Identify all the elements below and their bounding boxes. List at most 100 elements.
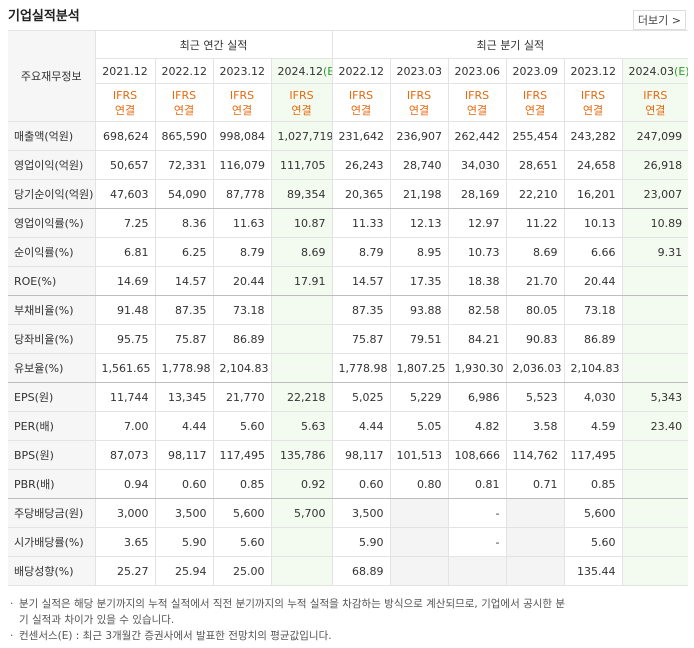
value-cell: 117,495 [212,440,272,470]
basis: 연결 [291,103,312,117]
standard-header: IFRS 연결 [505,83,565,122]
basis: 연결 [582,103,604,117]
data-row: 주당배당금(원) 3,000 3,500 5,600 5,700 3,500-5,600 [8,498,689,528]
period-header: 2023.09 [505,58,565,84]
data-row: 부채비율(%) 91.48 87.35 73.18 87.35 93.88 82.58 80.… [8,295,689,325]
standard-header: IFRS 연결 [154,83,214,122]
basis: 연결 [231,103,253,117]
data-row: 유보율(%) 1,561.65 1,778.98 2,104.83 1,778.98 1,… [8,353,689,383]
period: 2022.12 [161,64,208,78]
standard: IFRS [464,88,490,102]
period-header: 2023.06 [447,58,507,84]
value-cell: 1,807.25 [389,353,449,383]
value-cell: 8.36 [154,208,214,238]
value-cell: 3,000 [94,498,156,528]
value-cell: 20,365 [331,179,391,209]
value-cell: 698,624 [94,121,156,151]
standard-header: IFRS 연결 [621,83,689,122]
value-cell: 7.25 [94,208,156,238]
value-cell: 7.00 [94,411,156,441]
value-cell: 231,642 [331,121,391,151]
value-cell: 4.44 [331,411,391,441]
value-cell: 22,218 [270,382,333,412]
value-cell: 6.25 [154,237,214,267]
value-cell: 11.63 [212,208,272,238]
value-cell: 5.60 [563,527,623,557]
data-row: BPS(원) 87,073 98,117 117,495 135,786 98,117 10… [8,440,689,470]
value-cell: 865,590 [154,121,214,151]
value-cell: 135,786 [270,440,333,470]
basis: 연결 [466,103,488,117]
value-cell [389,556,449,586]
header-row: 주요재무정보 최근 연간 실적 최근 분기 실적 [8,30,689,122]
note: · 분기 실적은 해당 분기까지의 누적 실적에서 직전 분기까지의 누적 실적을… [10,596,570,628]
period: 2023.09 [512,64,559,78]
value-cell: 6,986 [447,382,507,412]
data-row: EPS(원) 11,744 13,345 21,770 22,218 5,025 5,229… [8,382,689,412]
value-cell: 87,778 [212,179,272,209]
row-label: 영업이익(억원) [8,150,96,180]
standard: IFRS [229,88,255,102]
value-cell [270,353,333,383]
data-row: ROE(%) 14.69 14.57 20.44 17.91 14.57 17.35 18.3… [8,266,689,296]
value-cell: 47,603 [94,179,156,209]
value-cell: 1,778.98 [154,353,214,383]
period: 2023.12 [570,64,617,78]
value-cell: 98,117 [154,440,214,470]
estimate-mark: (E) [674,64,689,78]
value-cell: 1,561.65 [94,353,156,383]
more-button[interactable]: 더보기 > [632,10,686,30]
value-cell: 2,036.03 [505,353,565,383]
value-cell: 12.97 [447,208,507,238]
value-cell: 95.75 [94,324,156,354]
section-title: 기업실적분석 [8,9,80,24]
value-cell: 14.69 [94,266,156,296]
value-cell: 8.95 [389,237,449,267]
value-cell: 91.48 [94,295,156,325]
standard-header: IFRS 연결 [389,83,449,122]
value-cell: 255,454 [505,121,565,151]
row-label: PBR(배) [8,469,96,499]
value-cell: 72,331 [154,150,214,180]
standard: IFRS [289,88,314,102]
period: 2022.12 [338,64,385,78]
value-cell: 79.51 [389,324,449,354]
value-cell: 0.85 [212,469,272,499]
bullet: · [10,598,14,610]
data-row: 당기순이익(억원) 47,603 54,090 87,778 89,354 20,365 2… [8,179,689,209]
value-cell [621,527,689,557]
period: 2023.06 [454,64,501,78]
value-cell: 0.80 [389,469,449,499]
value-cell [505,498,565,528]
value-cell: 82.58 [447,295,507,325]
standard: IFRS [112,88,138,102]
value-cell: 68.89 [331,556,391,586]
data-row: PBR(배) 0.94 0.60 0.85 0.92 0.60 0.80 0.81 0.71 0.… [8,469,689,499]
value-cell: 18.38 [447,266,507,296]
standard: IFRS [406,88,432,102]
value-cell: 3.65 [94,527,156,557]
basis: 연결 [408,103,430,117]
value-cell: 34,030 [447,150,507,180]
value-cell [389,498,449,528]
header-row: 2021.122022.122023.122024.12(E)2022.1220… [8,58,689,84]
notes: · 분기 실적은 해당 분기까지의 누적 실적에서 직전 분기까지의 누적 실적을… [10,596,570,644]
more-label: 더보기 [637,14,669,27]
row-label: 부채비율(%) [8,295,96,325]
data-row: 매출액(억원) 698,624 865,590 998,084 1,027,719 231… [8,121,689,151]
value-cell: 8.79 [331,237,391,267]
value-cell [621,266,689,296]
note: · 컨센서스(E) : 최근 3개월간 증권사에서 발표한 전망치의 평균값입니다… [10,628,570,644]
value-cell: 5.05 [389,411,449,441]
value-cell [389,527,449,557]
row-label: EPS(원) [8,382,96,412]
value-cell [447,556,507,586]
value-cell: 13,345 [154,382,214,412]
value-cell: 28,740 [389,150,449,180]
value-cell: 4.44 [154,411,214,441]
value-cell: 23,007 [621,179,689,209]
standard-header: IFRS 연결 [212,83,272,122]
value-cell: 20.44 [563,266,623,296]
basis: 연결 [114,103,136,117]
